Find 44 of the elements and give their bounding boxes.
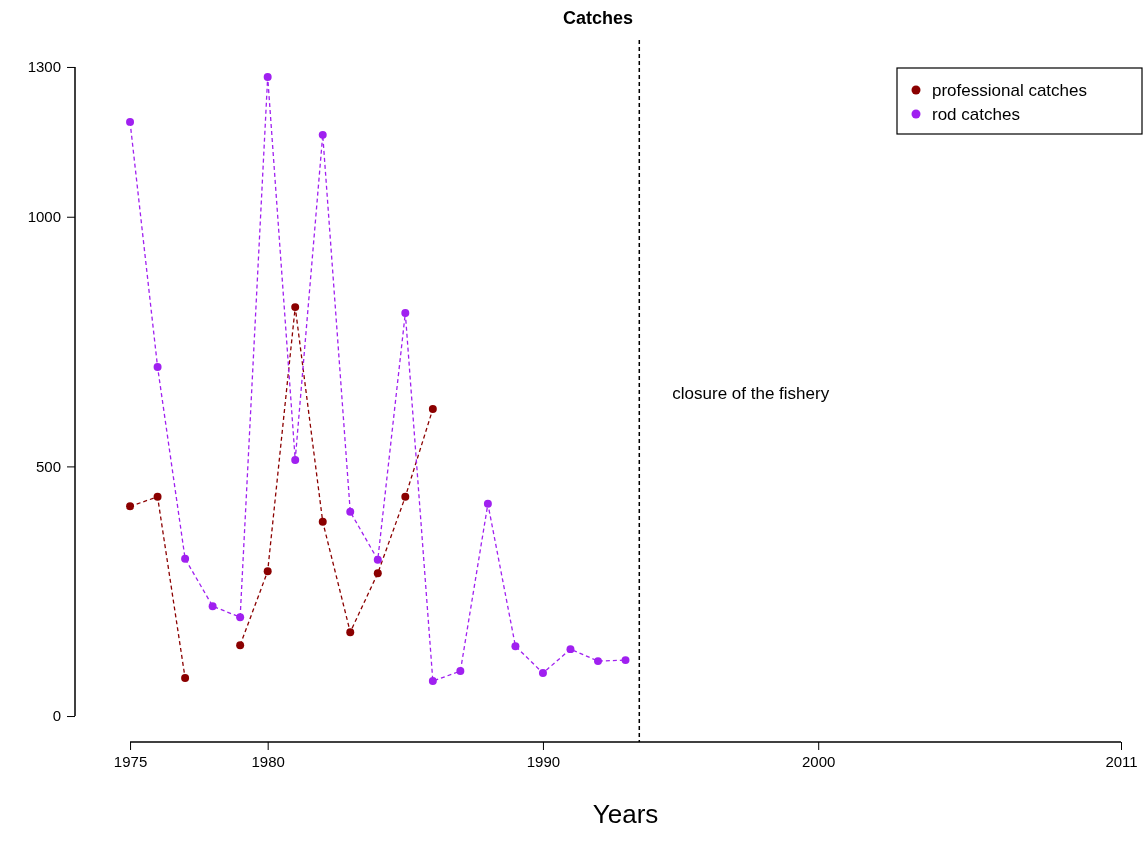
legend-label: rod catches (932, 105, 1020, 124)
point (126, 502, 135, 511)
point (621, 656, 630, 665)
point (401, 492, 410, 501)
point (263, 567, 272, 576)
x-tick-label: 1980 (251, 752, 285, 770)
x-tick-label: 2011 (1105, 752, 1138, 770)
point (263, 72, 272, 81)
point (428, 677, 437, 686)
y-tick-label: 1000 (27, 208, 61, 226)
point (318, 130, 327, 139)
point (236, 641, 245, 650)
point (291, 455, 300, 464)
point (153, 363, 162, 372)
point (566, 645, 575, 654)
point (291, 303, 300, 312)
point (208, 602, 217, 611)
point (483, 499, 492, 508)
x-tick-label: 1975 (113, 752, 148, 770)
x-axis-title: Years (592, 799, 659, 829)
point (153, 492, 162, 501)
y-tick-label: 500 (35, 457, 61, 475)
legend-label: professional catches (932, 81, 1087, 100)
y-tick-label: 1300 (27, 58, 61, 76)
ref-line-label: closure of the fishery (672, 384, 830, 403)
x-tick-label: 2000 (802, 752, 836, 770)
point (236, 613, 245, 622)
chart-title: Catches (562, 8, 634, 28)
point (318, 517, 327, 526)
point (401, 309, 410, 318)
point (181, 554, 190, 563)
point (428, 404, 437, 413)
point (373, 569, 382, 578)
point (181, 674, 190, 683)
point (538, 669, 547, 678)
point (456, 667, 465, 676)
y-tick-label: 0 (52, 707, 61, 725)
point (594, 657, 602, 666)
point (511, 642, 520, 651)
point (126, 117, 135, 126)
point (346, 628, 355, 637)
point (346, 507, 355, 516)
x-tick-label: 1990 (526, 752, 561, 770)
point (373, 555, 382, 564)
